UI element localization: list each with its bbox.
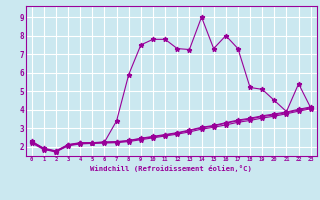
X-axis label: Windchill (Refroidissement éolien,°C): Windchill (Refroidissement éolien,°C) [90,165,252,172]
